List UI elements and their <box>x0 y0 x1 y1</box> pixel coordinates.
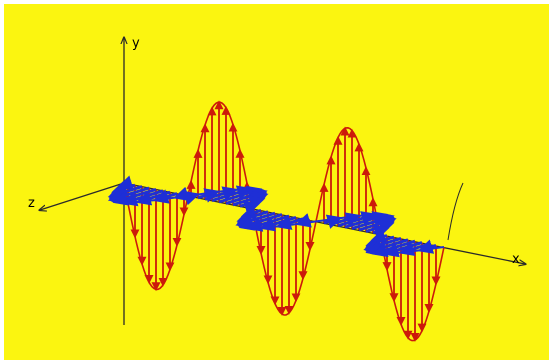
magnetic-field-arrow <box>173 186 190 202</box>
depth-guide-line <box>447 182 464 241</box>
magnetic-field-arrow <box>211 185 253 203</box>
z-axis-label: z <box>28 196 35 211</box>
magnetic-field-arrow <box>417 239 437 254</box>
magnetic-field-arrow <box>330 212 362 227</box>
x-axis-label: x <box>512 252 520 267</box>
magnetic-field-group <box>107 175 445 258</box>
magnetic-field-arrow <box>197 188 220 203</box>
magnetic-field-arrow <box>183 190 200 206</box>
y-axis-label: y <box>132 36 140 51</box>
magnetic-field-arrow <box>204 186 238 201</box>
magnetic-field-arrow <box>295 213 312 228</box>
magnetic-field-arrow <box>337 211 377 228</box>
magnetic-field-arrow <box>323 214 343 229</box>
